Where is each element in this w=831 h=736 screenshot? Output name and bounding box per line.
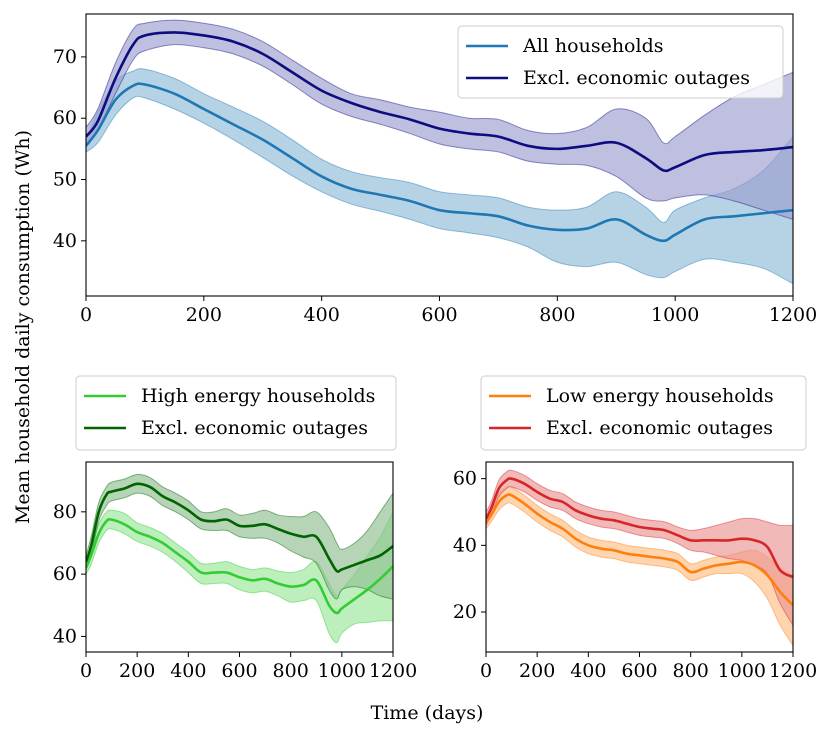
legend: All households Excl. economic outages <box>457 25 784 99</box>
legend-entry-1: Excl. economic outages <box>523 67 750 89</box>
x-tick-label: 1200 <box>769 304 817 326</box>
confidence-band-0 <box>486 485 793 647</box>
x-tick-label: 1000 <box>651 304 699 326</box>
legend: Low energy households Excl. economic outa… <box>480 375 807 451</box>
confidence-band-0 <box>86 68 793 285</box>
shared-x-axis-label: Time (days) <box>371 702 484 724</box>
x-tick-label: 1200 <box>769 660 817 682</box>
y-tick-label: 40 <box>53 625 77 647</box>
x-tick-label: 1200 <box>369 660 417 682</box>
legend-entry-1: Excl. economic outages <box>546 417 773 439</box>
series-line-0 <box>86 517 393 615</box>
plot-area <box>86 19 793 285</box>
legend-entry-1: Excl. economic outages <box>141 417 368 439</box>
series-line-0 <box>486 493 793 607</box>
y-tick-label: 50 <box>53 169 77 191</box>
x-tick-label: 1000 <box>318 660 366 682</box>
confidence-band-1 <box>86 473 393 600</box>
y-tick-label: 20 <box>453 601 477 623</box>
x-tick-label: 0 <box>80 304 92 326</box>
legend: High energy households Excl. economic out… <box>75 375 397 451</box>
legend-entry-0: All households <box>522 35 664 57</box>
x-tick-label: 400 <box>570 660 606 682</box>
x-tick-label: 800 <box>673 660 709 682</box>
series-line-0 <box>86 82 793 243</box>
chart-top: 0 200 400 600 800 1000 1200 40 50 60 70 All househo… <box>53 13 817 326</box>
series-line-1 <box>86 31 793 173</box>
y-tick-label: 70 <box>53 46 77 68</box>
series-line-1 <box>486 477 793 579</box>
x-tick-label: 1000 <box>718 660 766 682</box>
y-tick-label: 60 <box>53 563 77 585</box>
x-tick-label: 200 <box>119 660 155 682</box>
y-tick-label: 80 <box>53 501 77 523</box>
x-tick-label: 600 <box>421 304 457 326</box>
x-tick-label: 800 <box>273 660 309 682</box>
x-tick-label: 200 <box>519 660 555 682</box>
y-tick-label: 60 <box>53 107 77 129</box>
legend-entry-0: Low energy households <box>546 385 774 407</box>
y-tick-label: 40 <box>453 534 477 556</box>
legend-box <box>457 25 784 99</box>
y-tick-label: 60 <box>453 468 477 490</box>
legend-box <box>480 375 807 451</box>
x-tick-label: 0 <box>80 660 92 682</box>
x-tick-label: 600 <box>621 660 657 682</box>
x-tick-label: 200 <box>186 304 222 326</box>
x-tick-label: 400 <box>304 304 340 326</box>
legend-entry-0: High energy households <box>141 385 375 407</box>
shared-y-axis-label: Mean household daily consumption (Wh) <box>12 130 34 524</box>
x-tick-label: 800 <box>539 304 575 326</box>
x-tick-label: 600 <box>221 660 257 682</box>
legend-box <box>75 375 397 451</box>
x-tick-label: 0 <box>480 660 492 682</box>
x-tick-label: 400 <box>170 660 206 682</box>
series-line-1 <box>86 482 393 573</box>
confidence-band-1 <box>86 19 793 220</box>
chart-bottom-left: 0 200 400 600 800 1000 1200 40 60 80 High energy h… <box>53 375 417 682</box>
plot-area <box>86 473 393 644</box>
confidence-band-1 <box>486 469 793 627</box>
plot-area <box>486 469 793 647</box>
y-tick-label: 40 <box>53 230 77 252</box>
